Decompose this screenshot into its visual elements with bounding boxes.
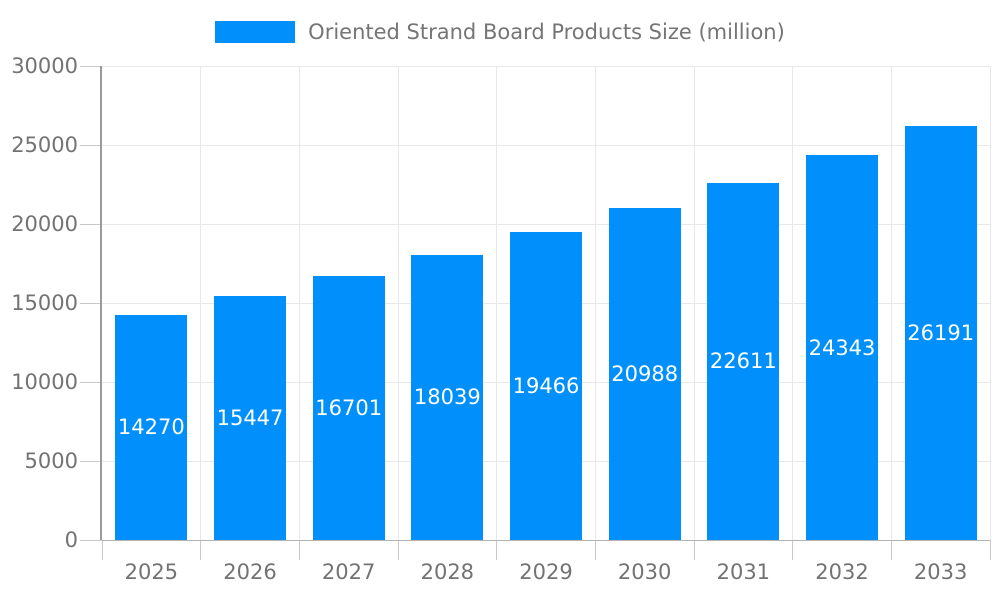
x-axis-tick [989, 540, 991, 560]
y-axis-label: 30000 [11, 54, 78, 78]
bar-2033[interactable]: 26191 [904, 126, 977, 540]
x-axis-tick [792, 540, 794, 560]
x-axis-line [102, 540, 990, 541]
x-gridline [594, 66, 596, 540]
bar-2025[interactable]: 14270 [115, 314, 188, 540]
bar-value-label: 19466 [512, 374, 580, 399]
x-axis-tick [101, 540, 103, 560]
x-axis-tick [594, 540, 596, 560]
y-axis-label: 0 [64, 528, 78, 552]
x-axis-tick [298, 540, 300, 560]
y-axis-tick [80, 223, 102, 225]
x-gridline [792, 66, 794, 540]
y-axis-label: 10000 [11, 370, 78, 394]
bar-value-label: 26191 [907, 321, 975, 346]
bar-2031[interactable]: 22611 [707, 182, 780, 540]
bar-2027[interactable]: 16701 [312, 276, 385, 540]
y-axis-label: 25000 [11, 133, 78, 157]
y-axis-tick [80, 302, 102, 304]
bar-2029[interactable]: 19466 [510, 232, 582, 540]
bar-value-label: 22611 [709, 349, 777, 374]
x-gridline [200, 66, 202, 540]
bar-value-label: 20988 [611, 362, 679, 387]
y-axis-label: 20000 [11, 212, 78, 236]
x-axis-label: 2031 [716, 560, 771, 584]
y-axis-tick [80, 381, 102, 383]
x-gridline [989, 66, 991, 540]
bar-value-label: 24343 [808, 335, 876, 360]
bar-value-label: 18039 [413, 385, 481, 410]
x-axis-label: 2029 [519, 560, 573, 584]
x-axis-label: 2025 [124, 560, 179, 584]
y-axis-tick [80, 460, 102, 462]
legend-item[interactable]: Oriented Strand Board Products Size (mil… [0, 20, 1000, 44]
bar-2028[interactable]: 18039 [411, 254, 484, 540]
y-gridline [102, 144, 990, 146]
x-gridline [496, 66, 498, 540]
x-gridline [298, 66, 300, 540]
x-axis-tick [693, 540, 695, 560]
x-axis-tick [496, 540, 498, 560]
bar-value-label: 15447 [216, 405, 284, 430]
y-axis-tick [80, 539, 102, 541]
x-axis-tick [397, 540, 399, 560]
y-axis-tick [80, 65, 102, 67]
x-axis-tick [200, 540, 202, 560]
x-gridline [890, 66, 892, 540]
y-gridline [102, 65, 990, 67]
x-axis-label: 2033 [913, 560, 968, 584]
x-axis-tick [890, 540, 892, 560]
x-gridline [397, 66, 399, 540]
y-axis-tick [80, 144, 102, 146]
x-axis-label: 2028 [420, 560, 475, 584]
legend-swatch [215, 21, 296, 43]
bar-value-label: 16701 [315, 396, 383, 421]
x-axis-label: 2030 [617, 560, 672, 584]
x-axis-label: 2027 [321, 560, 376, 584]
x-gridline [693, 66, 695, 540]
bar-2032[interactable]: 24343 [806, 155, 878, 540]
legend-label: Oriented Strand Board Products Size (mil… [308, 20, 785, 44]
bar-2030[interactable]: 20988 [608, 208, 681, 540]
bar-2026[interactable]: 15447 [214, 295, 286, 540]
y-axis-label: 15000 [11, 291, 78, 315]
y-axis-line [100, 66, 102, 540]
x-axis-label: 2032 [815, 560, 869, 584]
y-axis-label: 5000 [24, 449, 78, 473]
x-axis-label: 2026 [223, 560, 277, 584]
y-gridline [102, 223, 990, 225]
bar-value-label: 14270 [117, 415, 185, 440]
